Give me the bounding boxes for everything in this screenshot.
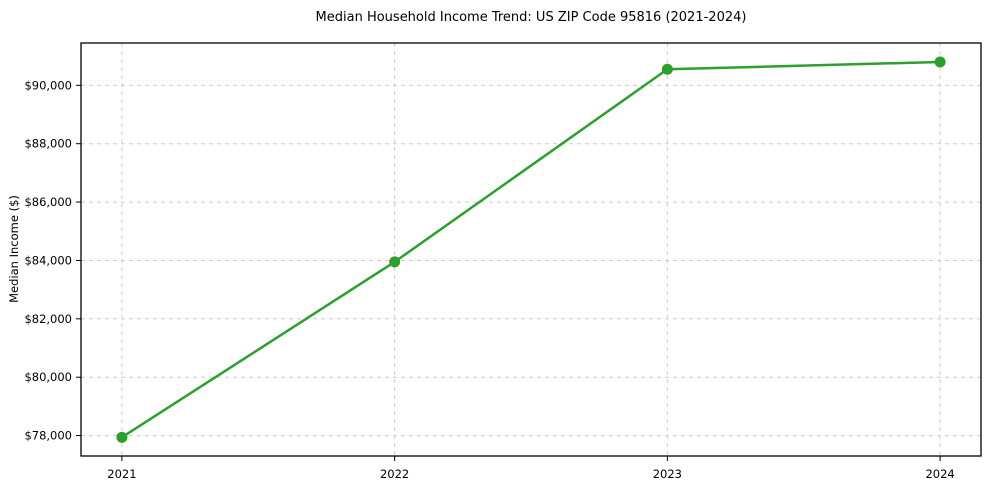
y-tick-label: $86,000: [24, 195, 72, 209]
x-tick-label: 2021: [107, 467, 136, 481]
y-tick-label: $82,000: [24, 312, 72, 326]
y-tick-label: $78,000: [24, 429, 72, 443]
y-tick-label: $90,000: [24, 78, 72, 92]
data-point: [389, 256, 401, 268]
data-point: [934, 56, 946, 68]
x-tick-label: 2022: [380, 467, 409, 481]
x-tick-label: 2023: [653, 467, 682, 481]
plot-border: [80, 42, 982, 457]
y-tick-label: $84,000: [24, 253, 72, 267]
x-tick-label: 2024: [925, 467, 954, 481]
y-tick-label: $80,000: [24, 370, 72, 384]
y-tick-label: $88,000: [24, 137, 72, 151]
data-point: [116, 431, 128, 443]
data-point: [661, 63, 673, 75]
chart-title: Median Household Income Trend: US ZIP Co…: [315, 10, 747, 25]
trend-line: [120, 60, 942, 439]
